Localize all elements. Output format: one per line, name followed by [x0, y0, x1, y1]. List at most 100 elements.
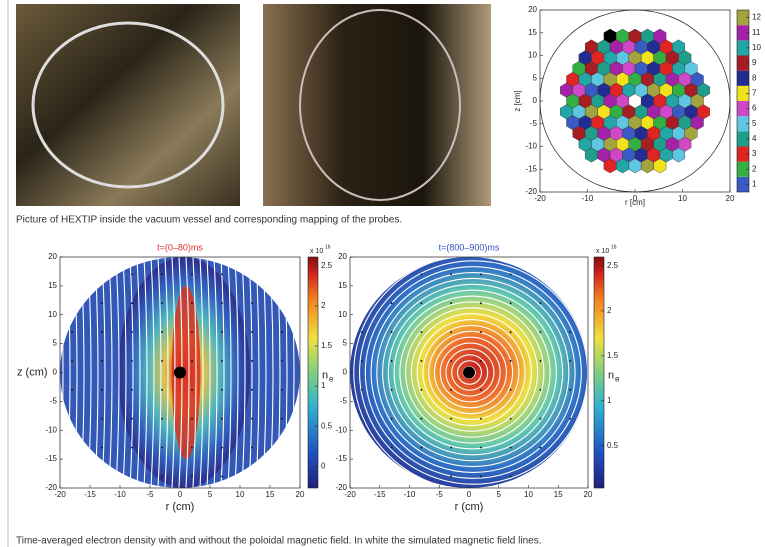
probe-dot — [221, 331, 223, 333]
probe-dot — [191, 476, 193, 478]
photo — [263, 4, 491, 206]
probe-dot — [480, 302, 482, 304]
probe-dot — [191, 447, 193, 449]
y-tick-label: -10 — [525, 142, 537, 151]
y-tick-label: -15 — [335, 454, 347, 463]
probe-centre — [174, 367, 186, 379]
probe-dot — [221, 273, 223, 275]
x-tick-label: -10 — [114, 490, 126, 499]
colorbar-tick-label: 2 — [321, 301, 326, 310]
x-tick-label: -5 — [146, 490, 154, 499]
y-axis-label: z [cm] — [513, 90, 522, 111]
x-tick-label: 15 — [266, 490, 275, 499]
probe-dot — [450, 302, 452, 304]
probe-centre — [463, 367, 475, 379]
probe-dot — [191, 302, 193, 304]
colorbar — [308, 257, 318, 488]
y-tick-label: -5 — [50, 396, 58, 405]
probe-dot — [510, 447, 512, 449]
y-tick-label: 0 — [343, 368, 348, 377]
x-axis-label: r (cm) — [455, 501, 484, 513]
probe-dot — [251, 447, 253, 449]
probe-dot — [221, 389, 223, 391]
colorbar-tick-label: 1.5 — [321, 341, 333, 350]
probe-dot — [540, 418, 542, 420]
probe-dot — [421, 447, 423, 449]
probe-dot — [510, 389, 512, 391]
probe-dot — [450, 331, 452, 333]
probe-dot — [540, 331, 542, 333]
probe-dot — [281, 418, 283, 420]
y-tick-label: 5 — [343, 339, 348, 348]
probe-dot — [450, 360, 452, 362]
page: Picture of HEXTIP inside the vacuum vess… — [0, 0, 765, 547]
x-tick-label: 10 — [236, 490, 245, 499]
x-tick-label: 10 — [524, 490, 533, 499]
probe-dot — [421, 302, 423, 304]
x-tick-label: 0 — [178, 490, 183, 499]
probe-dot — [101, 418, 103, 420]
y-tick-label: 5 — [533, 73, 538, 82]
colorbar-tick-label: 1 — [607, 396, 612, 405]
probe-dot — [251, 389, 253, 391]
probe-dot — [510, 302, 512, 304]
colorbar-tick-label: 2.5 — [321, 261, 333, 270]
probe-dot — [391, 389, 393, 391]
probe-dot — [391, 331, 393, 333]
y-tick-label: 10 — [528, 51, 537, 60]
y-tick-label: -5 — [340, 396, 348, 405]
probe-dot — [221, 418, 223, 420]
y-tick-label: 15 — [48, 281, 57, 290]
probe-dot — [421, 418, 423, 420]
x-tick-label: -10 — [582, 194, 594, 203]
colorbar-tick-label: 7 — [752, 89, 757, 98]
probe-dot — [540, 447, 542, 449]
probe-dot — [161, 447, 163, 449]
y-tick-label: 10 — [48, 310, 57, 319]
x-tick-label: 15 — [554, 490, 563, 499]
colorbar-multiplier: x 10 — [310, 248, 323, 255]
x-tick-label: -15 — [84, 490, 96, 499]
probe-dot — [510, 273, 512, 275]
y-tick-label: -20 — [45, 483, 57, 492]
x-tick-label: -5 — [436, 490, 444, 499]
probe-dot — [71, 389, 73, 391]
colorbar-tick-label: 1.5 — [607, 351, 619, 360]
probe-dot — [131, 418, 133, 420]
probe-dot — [421, 273, 423, 275]
x-tick-label: -10 — [404, 490, 416, 499]
y-axis-label: z (cm) — [17, 366, 48, 378]
colorbar — [594, 257, 604, 488]
colorbar-tick-label: 0.5 — [321, 421, 333, 430]
photo — [16, 4, 240, 206]
x-tick-label: 5 — [208, 490, 213, 499]
y-tick-label: -15 — [525, 164, 537, 173]
probe-dot — [361, 331, 363, 333]
colorbar-multiplier: x 10 — [596, 248, 609, 255]
probe-dot — [251, 418, 253, 420]
probe-dot — [421, 389, 423, 391]
probe-dot — [540, 389, 542, 391]
probe-dot — [480, 360, 482, 362]
probe-dot — [480, 447, 482, 449]
probe-dot — [191, 418, 193, 420]
probe-dot — [540, 360, 542, 362]
colorbar-tick-label: 0.5 — [607, 441, 619, 450]
probe-dot — [421, 360, 423, 362]
probe-dot — [161, 273, 163, 275]
probe-dot — [569, 360, 571, 362]
y-tick-label: 10 — [338, 310, 347, 319]
probe-dot — [510, 331, 512, 333]
colorbar-tick-label: 11 — [752, 28, 761, 37]
colorbar-tick-label: 10 — [752, 43, 761, 52]
probe-dot — [71, 360, 73, 362]
colorbar-tick-label: 5 — [752, 119, 757, 128]
probe-dot — [450, 447, 452, 449]
probe-dot — [161, 476, 163, 478]
probe-dot — [391, 447, 393, 449]
probe-dot — [71, 331, 73, 333]
probe-dot — [131, 447, 133, 449]
probe-dot — [510, 418, 512, 420]
probe-dot — [191, 331, 193, 333]
probe-dot — [480, 476, 482, 478]
